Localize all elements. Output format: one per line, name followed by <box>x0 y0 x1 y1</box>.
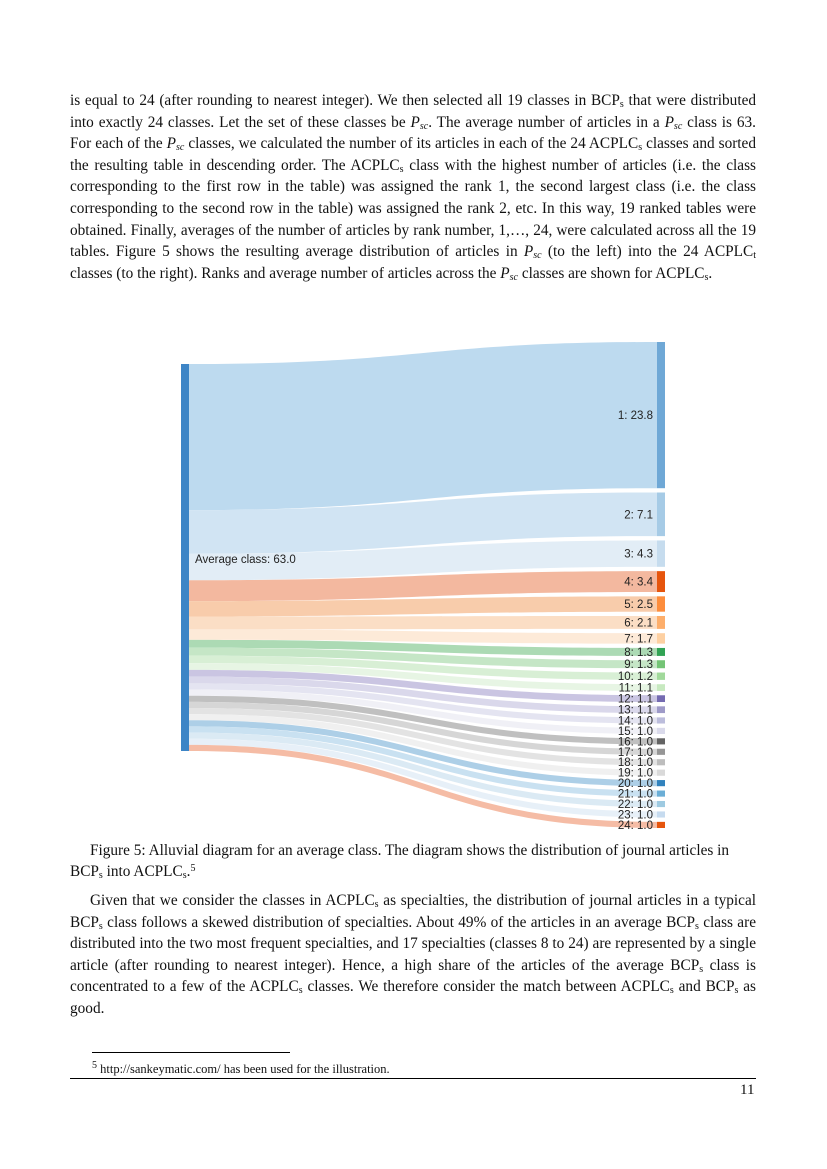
flow-17 <box>189 701 657 755</box>
target-node-7 <box>657 633 665 644</box>
target-node-22 <box>657 800 665 808</box>
flow-10 <box>189 655 657 680</box>
label-layer: 1: 23.8 2: 7.1 3: 4.3 4: 3.4 5: 2.5 6: 2.1 7: … <box>195 410 654 832</box>
target-node-12 <box>657 695 665 703</box>
target-node-23 <box>657 811 665 818</box>
target-label-12: 12: 1.1 <box>618 694 653 706</box>
target-label-3: 3: 4.3 <box>624 549 653 561</box>
target-label-4: 4: 3.4 <box>624 577 653 589</box>
target-label-14: 14: 1.0 <box>618 715 653 727</box>
flow-layer <box>189 342 657 828</box>
target-node-8 <box>657 647 665 656</box>
flow-8 <box>189 639 657 656</box>
target-node-17 <box>657 748 665 755</box>
target-node-18 <box>657 759 665 766</box>
target-label-8: 8: 1.3 <box>624 647 653 659</box>
target-label-19: 19: 1.0 <box>618 768 653 780</box>
flow-6 <box>189 615 657 630</box>
flow-19 <box>189 714 657 776</box>
flow-11 <box>189 663 657 691</box>
target-node-14 <box>657 717 665 724</box>
flow-13 <box>189 676 657 714</box>
target-node-6 <box>657 615 665 629</box>
flow-3 <box>189 540 657 581</box>
target-node-5 <box>657 596 665 612</box>
target-node-11 <box>657 684 665 691</box>
footnote-rule <box>92 1052 290 1053</box>
target-node-16 <box>657 738 665 745</box>
flow-22 <box>189 732 657 808</box>
flow-16 <box>189 695 657 745</box>
node-layer <box>181 342 665 828</box>
target-node-9 <box>657 660 665 669</box>
paragraph-1: is equal to 24 (after rounding to neares… <box>70 92 757 283</box>
target-node-3 <box>657 540 665 567</box>
flow-21 <box>189 726 657 797</box>
target-label-5: 5: 2.5 <box>624 599 653 611</box>
target-label-13: 13: 1.1 <box>618 705 653 717</box>
target-label-16: 16: 1.0 <box>618 736 653 748</box>
source-node <box>181 364 189 751</box>
target-label-21: 21: 1.0 <box>618 789 653 801</box>
flow-1 <box>189 342 657 511</box>
target-node-15 <box>657 727 665 734</box>
target-label-17: 17: 1.0 <box>618 747 653 759</box>
target-label-7: 7: 1.7 <box>624 633 653 645</box>
target-label-10: 10: 1.2 <box>618 671 653 683</box>
paragraph-2: Given that we consider the classes in AC… <box>70 892 756 1017</box>
target-label-9: 9: 1.3 <box>624 659 653 671</box>
flow-2 <box>189 492 657 554</box>
target-label-2: 2: 7.1 <box>624 509 653 521</box>
flow-5 <box>189 596 657 617</box>
flow-18 <box>189 708 657 766</box>
target-label-6: 6: 2.1 <box>624 617 653 629</box>
target-node-1 <box>657 342 665 489</box>
page-footer-rule <box>70 1078 756 1079</box>
footnote: 5 http://sankeymatic.com/ has been used … <box>92 1060 390 1077</box>
target-node-10 <box>657 672 665 680</box>
target-label-1: 1: 23.8 <box>618 410 653 422</box>
target-node-21 <box>657 790 665 797</box>
target-label-22: 22: 1.0 <box>618 799 653 811</box>
flow-12 <box>189 669 657 703</box>
target-label-24: 24: 1.0 <box>618 820 653 832</box>
target-label-15: 15: 1.0 <box>618 726 653 738</box>
target-node-19 <box>657 769 665 776</box>
target-node-13 <box>657 706 665 714</box>
flow-14 <box>189 683 657 724</box>
source-label: Average class: 63.0 <box>195 554 296 566</box>
page-number: 11 <box>740 1082 755 1098</box>
figure-caption: Figure 5: Alluvial diagram for an averag… <box>70 842 730 881</box>
target-node-4 <box>657 571 665 593</box>
flow-23 <box>189 738 657 818</box>
target-label-11: 11: 1.1 <box>619 683 653 695</box>
target-node-20 <box>657 780 665 787</box>
flow-20 <box>189 720 657 787</box>
target-node-2 <box>657 492 665 537</box>
flow-24 <box>189 744 657 828</box>
target-label-18: 18: 1.0 <box>618 757 653 769</box>
target-node-24 <box>657 821 665 828</box>
flow-15 <box>189 689 657 734</box>
flow-9 <box>189 647 657 669</box>
target-label-20: 20: 1.0 <box>618 778 653 790</box>
target-label-23: 23: 1.0 <box>618 809 653 821</box>
flow-4 <box>189 571 657 602</box>
flow-7 <box>189 629 657 644</box>
